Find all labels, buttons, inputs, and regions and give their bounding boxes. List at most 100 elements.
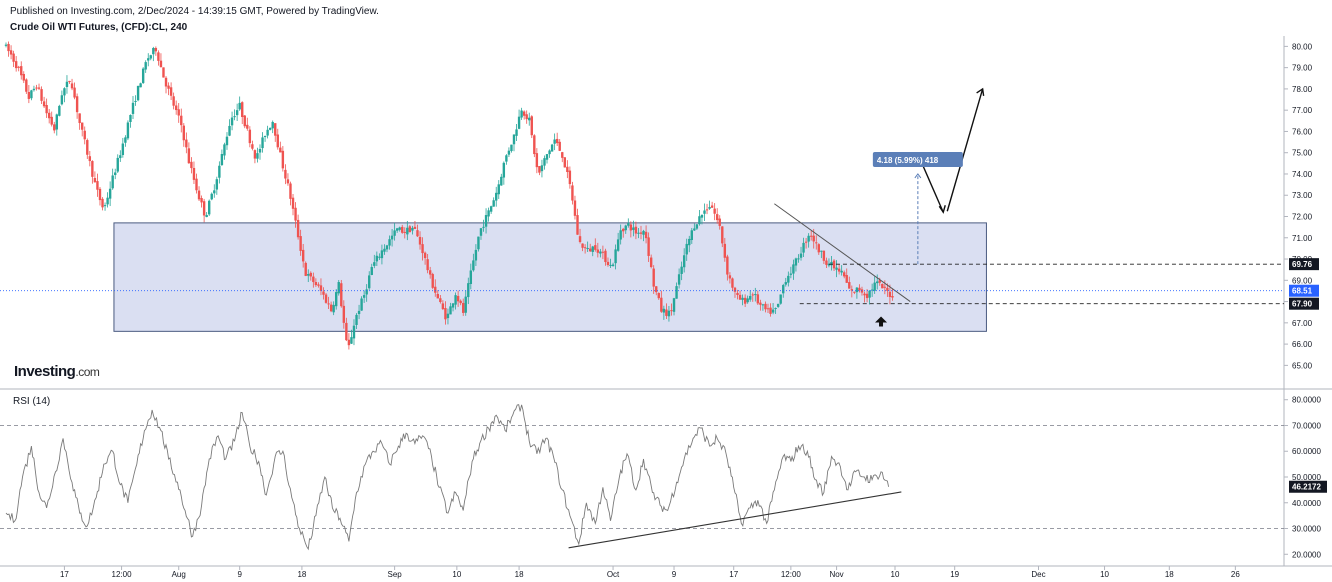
candle-body (378, 256, 381, 258)
candle-body (538, 166, 541, 173)
candle-body (296, 219, 300, 238)
candle-body (248, 129, 252, 144)
candle-body (350, 337, 353, 344)
candle-body (406, 227, 409, 235)
candle-body (439, 298, 442, 303)
candle-body (119, 155, 122, 159)
candle-body (413, 226, 417, 229)
candle-body (53, 124, 56, 131)
candle-body (484, 215, 488, 227)
rsi-tick-label: 80.0000 (1292, 396, 1321, 405)
candle-body (771, 309, 775, 313)
candle-body (652, 268, 655, 287)
candle-body (855, 287, 859, 293)
candle-body (284, 169, 287, 179)
candle-body (799, 253, 803, 258)
candle-body (843, 272, 846, 277)
level-lines: 69.76 68.51 67.90 (0, 258, 1319, 310)
level-tag (1289, 258, 1319, 271)
investing-logo: Investing.com (14, 363, 100, 380)
candle-body (639, 232, 643, 234)
candle-body (883, 286, 887, 288)
candle-body (233, 116, 236, 118)
resistance-trendline[interactable] (774, 203, 911, 302)
candle-body (629, 224, 633, 231)
candle-body (147, 58, 150, 61)
candle-body (802, 242, 805, 253)
price-pane: 80.00 79.00 78.00 77.00 76.00 75.00 74.00 73.00… (0, 41, 1319, 370)
candle-body (675, 286, 678, 299)
candle-body (58, 105, 61, 116)
candle-body (111, 175, 114, 189)
rsi-tick-label: 50.0000 (1292, 473, 1321, 482)
price-tick-label: 80.00 (1292, 42, 1313, 51)
candle-body (695, 224, 699, 229)
candle-body (721, 226, 724, 244)
candle-body (45, 104, 48, 114)
measure-label-text: 4.18 (5.99%) 418 (877, 156, 939, 165)
candle-body (515, 129, 518, 136)
measure-label[interactable]: 4.18 (5.99%) 418 (872, 151, 963, 167)
candle-body (619, 230, 622, 240)
candle-body (182, 125, 185, 141)
candle-body (782, 285, 785, 294)
candle-body (436, 293, 439, 299)
candle-body (101, 198, 104, 208)
candle-body (571, 185, 574, 201)
candle-body (817, 244, 820, 253)
candle-body (243, 115, 246, 127)
candle-body (705, 209, 709, 211)
candle-body (220, 154, 224, 166)
candle-body (365, 289, 368, 295)
candle-body (591, 246, 594, 252)
candle-body (281, 150, 285, 169)
candle-body (174, 105, 178, 111)
time-tick-label: 17 (60, 570, 69, 579)
candle-body (164, 77, 168, 87)
candle-body (352, 325, 356, 339)
candle-body (489, 206, 493, 212)
candle-body (733, 287, 737, 292)
range-box[interactable] (113, 222, 987, 332)
candle-body (634, 226, 638, 234)
candle-body (258, 148, 262, 153)
candle-body (601, 251, 605, 253)
candle-body (246, 124, 249, 129)
candle-body (411, 227, 414, 231)
candle-body (576, 215, 579, 235)
candle-body (139, 83, 142, 88)
candle-body (840, 270, 843, 273)
candle-body (446, 313, 450, 319)
time-axis: 17 12:00 Aug 9 18 Sep 10 18 Oct 9 17 12:00 Nov 10 19 De… (60, 566, 1240, 579)
candle-body (205, 214, 208, 218)
candle-body (276, 134, 279, 148)
rsi-trendline[interactable] (568, 491, 902, 549)
candle-body (70, 83, 74, 89)
candle-body (335, 292, 338, 307)
candle-body (845, 275, 848, 283)
candle-body (263, 136, 267, 138)
candle-body (218, 165, 221, 178)
candle-body (60, 95, 64, 105)
candle-body (256, 153, 259, 159)
level-tag (1289, 284, 1319, 297)
candle-body (487, 210, 490, 217)
candle-body (594, 245, 597, 250)
candle-body (881, 283, 884, 289)
candle-body (835, 267, 838, 270)
candle-body (886, 287, 889, 291)
candle-body (716, 214, 719, 221)
candle-body (769, 307, 772, 314)
candle-body (614, 249, 617, 264)
candle-body (172, 96, 175, 106)
candle-body (850, 289, 854, 291)
candle-body (390, 235, 394, 240)
candle-body (228, 125, 231, 136)
rsi-tick-label: 40.0000 (1292, 499, 1321, 508)
candle-body (477, 236, 480, 250)
candle-body (368, 275, 371, 289)
candle-body (759, 302, 762, 305)
candle-body (345, 322, 348, 341)
candle-body (543, 158, 546, 166)
